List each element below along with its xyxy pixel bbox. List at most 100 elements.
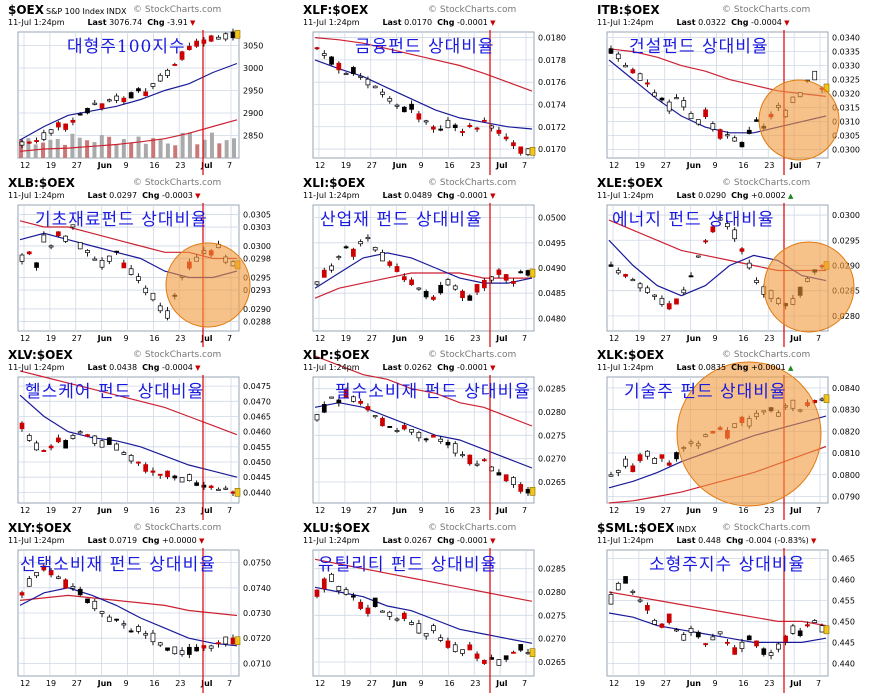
candle	[503, 655, 509, 663]
y-tick-label: 0.0750	[243, 559, 271, 568]
y-tick-label: 0.0300	[832, 211, 860, 220]
x-tick-label: Jul	[200, 506, 213, 515]
candle	[150, 467, 156, 476]
candle	[438, 436, 444, 444]
y-tick-label: 0.0830	[832, 406, 860, 415]
chart-panel: 0.0340 0.0335 0.0330 0.0325 0.0320 0.0315 0.03…	[594, 2, 884, 175]
candle	[128, 453, 134, 464]
x-tick-label: 16	[738, 506, 748, 515]
candle	[710, 121, 716, 132]
candle	[608, 471, 614, 477]
last-price-marker	[234, 29, 241, 39]
candle	[372, 415, 378, 419]
brand-watermark: © StockCharts.com	[722, 523, 811, 533]
candle	[681, 97, 687, 111]
ma-fast-line	[314, 402, 533, 469]
candle	[358, 398, 364, 406]
y-tick-label: 0.0330	[832, 62, 860, 71]
x-tick-label: 7	[522, 506, 527, 515]
x-tick-label: 19	[341, 679, 351, 688]
x-tick-label: 12	[20, 334, 30, 343]
y-tick-label: 0.0293	[243, 286, 271, 295]
volume-bar	[232, 138, 236, 158]
candle	[329, 263, 334, 273]
ticker-symbol: $SML:$OEX INDX	[597, 521, 696, 535]
candle	[150, 83, 156, 90]
quote-date: 11-Jul 1:24pm	[303, 363, 360, 372]
candle	[623, 273, 628, 279]
y-tick-label: 0.450	[832, 617, 855, 626]
y-tick-label: 0.0820	[832, 427, 860, 436]
candle	[739, 141, 745, 148]
ma-slow-line	[608, 591, 827, 627]
last-label: Last	[382, 18, 402, 27]
candle	[438, 125, 444, 132]
y-tick-label: 0.0172	[538, 123, 566, 132]
candle	[481, 277, 487, 291]
candle	[474, 651, 480, 662]
candle	[56, 434, 61, 444]
candle	[409, 429, 414, 435]
volume-bar	[70, 133, 75, 158]
candle	[365, 234, 371, 242]
x-tick-label: 7	[227, 334, 232, 343]
candle	[812, 70, 818, 81]
candle	[710, 225, 716, 234]
y-tick-label: 0.0303	[243, 223, 271, 232]
ma-fast-line	[19, 394, 238, 478]
plot-area	[606, 549, 829, 677]
candle	[659, 454, 665, 462]
chart-svg: 0.0750 0.0740 0.0730 0.0720 0.0710 12 19 27 Jun 9…	[17, 548, 271, 693]
candle	[157, 473, 163, 479]
candle	[41, 231, 47, 243]
brand-watermark: © StockCharts.com	[133, 5, 222, 15]
y-tick-label: 0.0485	[538, 289, 566, 298]
candle	[19, 139, 25, 149]
x-tick-label: 27	[661, 679, 671, 688]
brand-watermark: © StockCharts.com	[722, 5, 811, 15]
candle	[208, 484, 214, 490]
candle	[136, 273, 141, 284]
candle	[452, 123, 458, 132]
y-tick-label: 0.0270	[538, 455, 566, 464]
candle	[467, 642, 473, 651]
triangle-up-icon: ▲	[785, 192, 794, 200]
candle	[92, 599, 98, 612]
x-tick-label: 9	[713, 506, 718, 515]
ticker-symbol: XLF:$OEX	[303, 3, 368, 17]
ma-fast-line	[19, 62, 238, 141]
last-label: Last	[87, 18, 107, 27]
chg-value: -0.0001	[457, 363, 488, 372]
candle	[775, 642, 781, 653]
candle	[343, 387, 349, 399]
ticker-text: XLY:$OEX	[8, 521, 72, 535]
candle	[216, 487, 221, 491]
y-tick-label: 0.0800	[832, 471, 860, 480]
candle	[725, 220, 730, 230]
candle	[56, 120, 61, 131]
x-tick-label: Jul	[789, 161, 802, 170]
last-price-marker	[234, 488, 241, 497]
candle	[645, 79, 650, 88]
last-value: 0.0262	[404, 363, 433, 372]
ma-slow-line	[19, 119, 238, 152]
x-tick-label: 12	[609, 334, 619, 343]
x-tick-label: 16	[149, 161, 159, 170]
y-tick-label: 0.0285	[538, 385, 566, 394]
quote-info: 11-Jul 1:24pm Last 3076.74 Chg -3.91 ▼	[8, 18, 195, 27]
x-tick-label: Jul	[200, 679, 213, 688]
candle	[511, 476, 516, 488]
chart-panel: 0.0180 0.0178 0.0176 0.0174 0.0172 0.0170 12 19…	[300, 2, 590, 175]
candle	[41, 129, 47, 142]
korean-caption: 헬스케어 펀드 상대비율	[25, 382, 205, 402]
quote-date: 11-Jul 1:24pm	[8, 363, 65, 372]
candle	[623, 575, 628, 584]
candle	[165, 470, 170, 480]
x-tick-label: 16	[738, 161, 748, 170]
x-tick-label: Jun	[97, 161, 113, 170]
candle	[143, 630, 149, 639]
candle	[460, 649, 465, 657]
candle	[321, 50, 327, 59]
candle	[445, 637, 451, 649]
candle	[401, 611, 407, 622]
